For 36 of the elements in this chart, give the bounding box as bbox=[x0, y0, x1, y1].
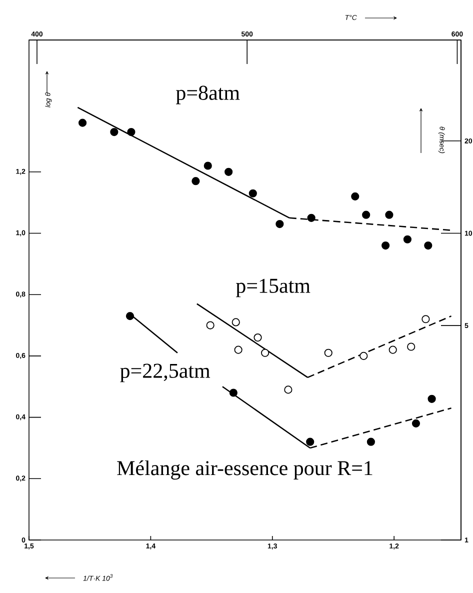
point bbox=[388, 346, 397, 354]
point bbox=[78, 118, 87, 127]
point bbox=[206, 321, 214, 330]
point bbox=[248, 189, 257, 198]
point bbox=[234, 346, 242, 354]
point bbox=[385, 210, 394, 219]
legend-label: p=8atm bbox=[176, 86, 240, 104]
point bbox=[229, 388, 238, 397]
point bbox=[403, 235, 412, 244]
point bbox=[351, 192, 360, 200]
point bbox=[224, 168, 233, 176]
point bbox=[360, 352, 368, 360]
point bbox=[276, 220, 284, 228]
point bbox=[261, 348, 270, 357]
point bbox=[306, 438, 314, 446]
point bbox=[428, 394, 436, 403]
point bbox=[110, 128, 118, 136]
annotation: Mélange air-essence pour R=1 bbox=[117, 460, 372, 480]
point bbox=[324, 348, 332, 357]
point bbox=[382, 241, 390, 250]
point bbox=[366, 438, 375, 446]
point bbox=[307, 214, 316, 222]
point bbox=[254, 333, 262, 342]
point bbox=[407, 342, 416, 351]
point bbox=[362, 210, 370, 219]
point bbox=[204, 162, 212, 170]
point bbox=[126, 312, 134, 320]
point bbox=[127, 128, 136, 136]
point bbox=[232, 318, 240, 326]
point bbox=[424, 241, 432, 250]
point bbox=[412, 419, 420, 428]
series-label: p=15atm bbox=[236, 278, 310, 298]
point bbox=[422, 315, 430, 324]
point bbox=[284, 386, 292, 394]
series-label: p=22,5atm bbox=[120, 364, 210, 382]
point bbox=[192, 177, 200, 186]
